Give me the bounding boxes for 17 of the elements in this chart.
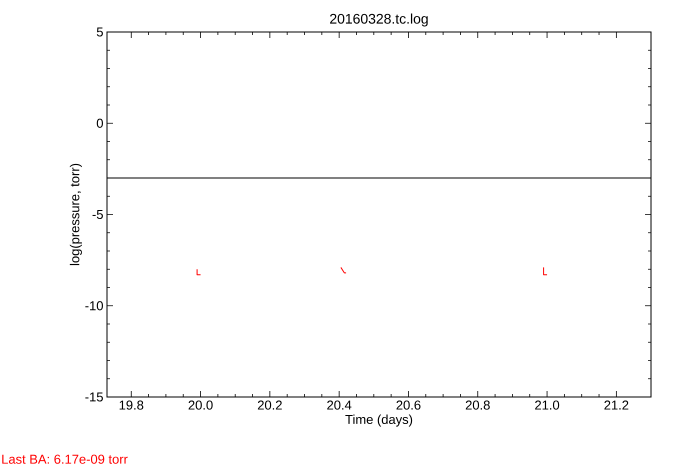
y-tick-label: -5 [92,210,103,220]
x-tick-label: 20.6 [396,400,420,410]
text: Last BA: 6.17e-09 torr [2,454,128,464]
y-tick-label: 5 [96,27,103,37]
x-tick-label: 20.8 [466,400,490,410]
x-tick-label: 20.2 [258,400,282,410]
y-tick-label: -15 [85,392,103,402]
x-tick-label: 21.0 [535,400,560,410]
y-tick-label: -10 [85,301,103,310]
x-tick-label: 19.8 [120,400,144,410]
y-tick-label: 0 [96,118,103,128]
x-tick-label: 20.0 [188,400,213,410]
y-axis-title: log(pressure, torr) [70,164,82,266]
x-axis-title: Time (days) [345,414,412,427]
x-tick-label: 21.2 [604,400,628,410]
x-tick-label: 20.4 [327,400,352,410]
chart-title: 20160328.tc.log [330,13,428,26]
